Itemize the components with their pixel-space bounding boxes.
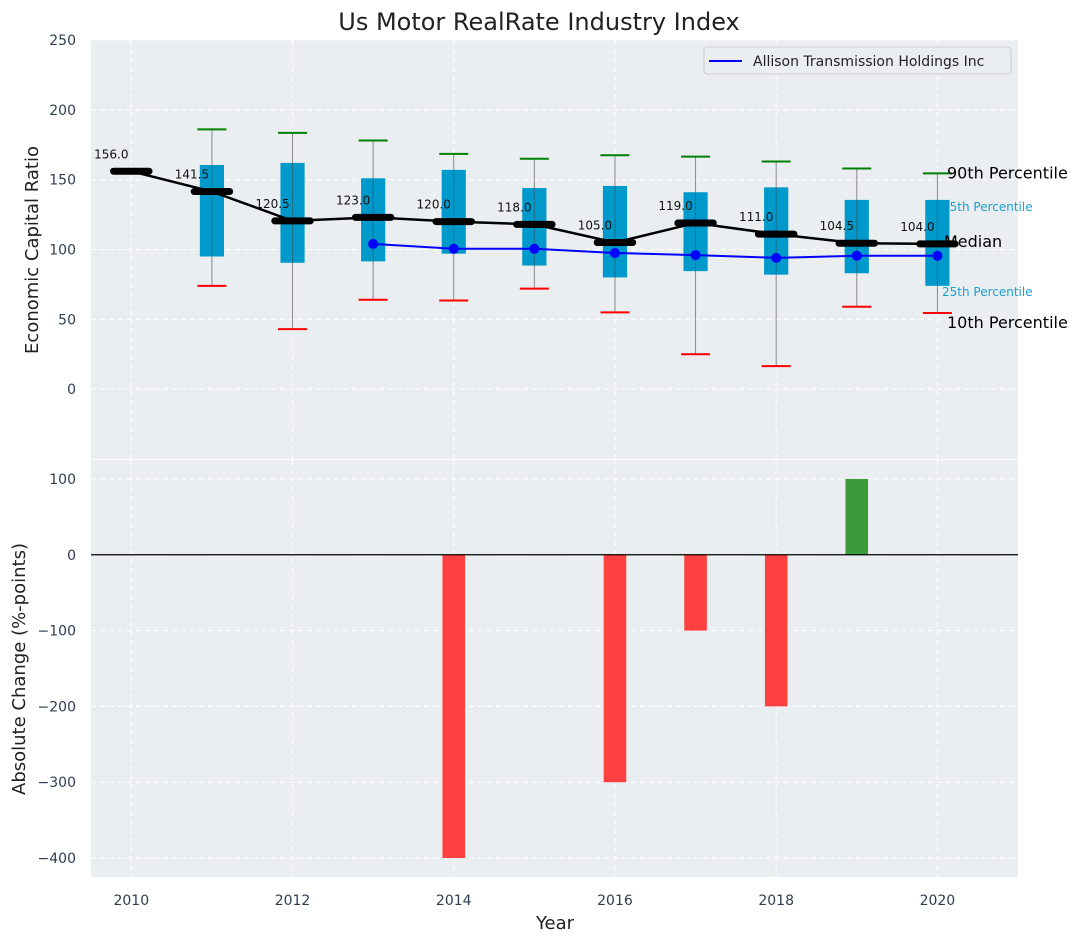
bottom-axes: −400 −300 −200 −100 0 100 2010 2012 2014 2016 2018… [38, 460, 1018, 909]
median-label-2016: 105.0 [578, 219, 612, 233]
x-tick-label: 2012 [275, 893, 311, 909]
y-tick-label: −100 [38, 624, 76, 640]
bar-2017 [684, 554, 707, 631]
legend-frame [703, 46, 1012, 75]
x-tick-label: 2018 [758, 893, 794, 909]
x-axis-label: Year [535, 913, 575, 934]
y-tick-label: −400 [38, 851, 76, 867]
annotation-90th-percentile: 90th Percentile [947, 163, 1068, 182]
company-point-2016 [609, 247, 620, 258]
x-tick-label: 2020 [920, 893, 956, 909]
y-tick-label: 100 [49, 472, 76, 488]
legend: Allison Transmission Holdings Inc [703, 46, 1012, 75]
median-label-2015: 118.0 [497, 200, 531, 214]
x-tick-label: 2016 [597, 893, 633, 909]
bar-2019 [845, 478, 869, 555]
y-tick-label: 50 [58, 312, 76, 328]
median-label-2017: 119.0 [658, 199, 692, 213]
top-y-axis-label: Economic Capital Ratio [22, 146, 43, 354]
y-tick-label: −200 [38, 699, 76, 715]
x-tick-label: 2010 [113, 893, 149, 909]
company-point-2020 [932, 250, 943, 261]
y-tick-label: 200 [49, 103, 76, 119]
median-label-2020: 104.0 [900, 220, 934, 234]
median-label-2010: 156.0 [94, 147, 128, 161]
y-tick-label: 0 [67, 548, 76, 564]
median-label-2018: 111.0 [739, 210, 773, 224]
company-point-2013 [368, 238, 379, 249]
company-line [373, 242, 938, 259]
annotation-10th-percentile: 10th Percentile [947, 313, 1068, 332]
median-label-2011: 141.5 [175, 168, 209, 182]
median-label-2012: 120.5 [255, 197, 289, 211]
company-point-2014 [448, 243, 459, 254]
y-tick-label: −300 [38, 775, 76, 791]
annotation-75th-percentile: 75th Percentile [942, 200, 1033, 214]
y-tick-label: 250 [49, 33, 76, 49]
median-label-2013: 123.0 [336, 193, 370, 207]
bottom-y-axis-label: Absolute Change (%-points) [9, 543, 30, 795]
y-tick-label: 100 [49, 243, 76, 259]
median-label-2019: 104.5 [820, 219, 854, 233]
y-tick-label: 150 [49, 173, 76, 189]
company-point-2015 [529, 243, 540, 254]
y-tick-label: 0 [67, 382, 76, 398]
chart-title: Us Motor RealRate Industry Index [338, 8, 740, 36]
annotation-25th-percentile: 25th Percentile [942, 285, 1033, 299]
company-point-2017 [690, 250, 701, 261]
company-point-2018 [771, 252, 782, 263]
company-point-2019 [851, 250, 862, 261]
top-axes: 0 50 100 150 200 250 75th Percentile 25th Perce… [49, 33, 1068, 459]
annotation-median: Median [944, 232, 1002, 251]
bar-2018 [764, 554, 788, 707]
median-label-2014: 120.0 [417, 198, 451, 212]
x-tick-label: 2014 [436, 893, 472, 909]
bar-2016 [603, 554, 627, 783]
bar-2014 [442, 554, 466, 859]
legend-label: Allison Transmission Holdings Inc [753, 54, 984, 70]
plot-background [91, 460, 1018, 877]
